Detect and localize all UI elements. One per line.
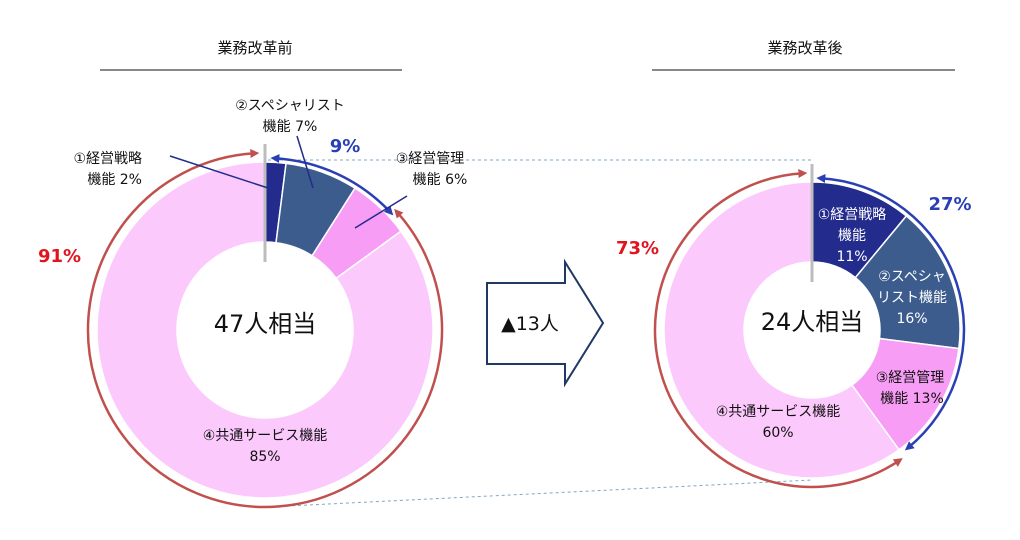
label-before-specialist-line2: 機能 7% (263, 119, 318, 135)
donut-before (96, 144, 434, 499)
label-after-strategy-line2: 機能 (838, 228, 866, 244)
label-before-specialist-line1: ②スペシャリスト (235, 98, 345, 114)
label-after-management-line1: ③経営管理 (876, 370, 945, 386)
chart-title-after: 業務改革後 (767, 39, 842, 57)
label-after-shared-line1: ④共通サービス機能 (716, 404, 841, 420)
bracket-after-red (653, 169, 903, 489)
leader-before-management (354, 195, 408, 229)
label-after-specialist-line3: 16% (896, 311, 927, 327)
bracket-before-blue (270, 154, 394, 216)
label-after-specialist-line1: ②スペシャ (878, 269, 946, 285)
label-before-management-line1: ③経営管理 (396, 151, 465, 167)
chart-title-before: 業務改革前 (217, 39, 292, 57)
bracket-pct-after-red: 73% (616, 238, 659, 259)
bracket-arcs (86, 149, 966, 509)
label-before-strategy-line1: ①経営戦略 (73, 151, 142, 167)
bracket-after-blue (816, 174, 966, 451)
center-label-after: 24人相当 (761, 308, 864, 336)
label-after-management-line2: 機能 13% (880, 391, 944, 407)
bracket-pct-before-blue: 9% (330, 136, 361, 157)
label-after-strategy-line1: ①経営戦略 (818, 207, 887, 223)
leader-before-specialist (296, 135, 314, 189)
reduction-arrow-shape (486, 258, 605, 388)
label-after-strategy-line3: 11% (836, 249, 867, 265)
label-after-shared-line2: 60% (762, 425, 793, 441)
before-center-hole (177, 242, 353, 418)
bracket-before-red (86, 149, 444, 509)
bracket-pct-after-blue: 27% (928, 194, 971, 215)
label-after-specialist-line2: リスト機能 (877, 290, 947, 306)
label-before-shared-line2: 85% (249, 449, 280, 465)
bracket-pct-before-red: 91% (38, 246, 81, 267)
label-before-strategy-line2: 機能 2% (87, 172, 142, 188)
label-before-shared-line1: ④共通サービス機能 (203, 428, 328, 444)
label-before-management-line2: 機能 6% (413, 172, 468, 188)
reduction-arrow-label: ▲13人 (501, 313, 559, 335)
connector-line-bottom (267, 479, 813, 508)
center-label-before: 47人相当 (214, 310, 317, 338)
leader-before-strategy (169, 155, 269, 189)
